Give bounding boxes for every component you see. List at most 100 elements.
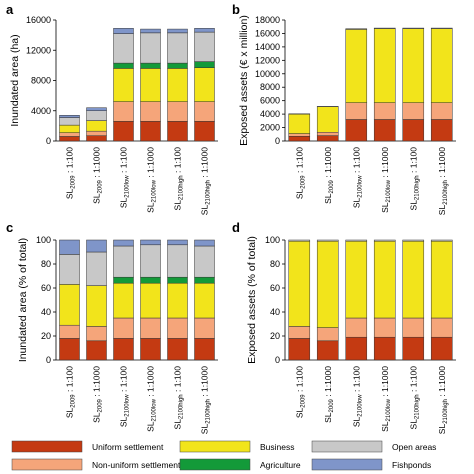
legend-item: Open areas xyxy=(311,440,436,453)
legend-swatch xyxy=(11,458,83,471)
category-label: SL2009 : 1:1000 xyxy=(323,366,335,423)
category-label: SL2100high : 1:100 xyxy=(408,366,420,430)
legend-swatch xyxy=(179,440,251,453)
y-tick-label: 16000 xyxy=(26,15,51,25)
bar-segment-uniform-settlement xyxy=(288,338,311,361)
bar-segment-business xyxy=(194,282,215,319)
bar-segment-fishponds xyxy=(194,239,215,247)
bar-segment-uniform-settlement xyxy=(59,338,80,361)
y-tick-label: 8000 xyxy=(260,82,280,92)
legend-item: Non-uniform settlement xyxy=(11,458,181,471)
bar-segment-fishponds xyxy=(59,115,80,118)
bar-segment-open-areas xyxy=(59,254,80,285)
legend-label: Fishponds xyxy=(392,460,431,470)
bar-segment-non-uniform-settlement xyxy=(113,317,134,339)
category-label: SL2100low : 1:1000 xyxy=(146,147,158,213)
bar-segment-non-uniform-settlement xyxy=(316,327,339,342)
bar-segment-non-uniform-settlement xyxy=(59,324,80,339)
category-label: SL2100low : 1:1000 xyxy=(380,366,392,432)
bar-segment-non-uniform-settlement xyxy=(402,102,425,120)
bar-segment-non-uniform-settlement xyxy=(194,317,215,339)
bar-segment-business xyxy=(59,124,80,133)
bar-segment-uniform-settlement xyxy=(140,338,161,361)
y-tick-label: 12000 xyxy=(255,55,280,65)
panel-a: a 0 4000 8000 12000 16000 Inundated area (ha) S… xyxy=(6,2,218,215)
bar-segment-uniform-settlement xyxy=(167,121,188,142)
bar-segment-open-areas xyxy=(167,32,188,64)
bar-segment-business xyxy=(430,28,453,103)
bar-segment-fishponds xyxy=(194,28,215,33)
bar-segment-agriculture xyxy=(167,276,188,284)
bar-segment-agriculture xyxy=(113,276,134,284)
bar-segment-non-uniform-settlement xyxy=(140,317,161,339)
y-tick-label: 0 xyxy=(46,355,51,365)
legend-item: Agriculture xyxy=(179,458,301,471)
bar-segment-open-areas xyxy=(113,33,134,64)
bar-segment-business xyxy=(113,282,134,319)
bar-segment-non-uniform-settlement xyxy=(373,102,396,120)
bar-segment-uniform-settlement xyxy=(430,336,453,361)
bar-segment-open-areas xyxy=(345,239,368,242)
category-label: SL2100high : 1:100 xyxy=(173,147,185,211)
bar-segment-agriculture xyxy=(194,276,215,284)
bar-segment-non-uniform-settlement xyxy=(316,132,339,136)
y-axis-label: Exposed assets (€ x million) xyxy=(238,15,250,146)
bar-segment-fishponds xyxy=(167,28,188,34)
legend-item: Fishponds xyxy=(311,458,431,471)
legend-swatch xyxy=(11,440,83,453)
bar-segment-open-areas xyxy=(59,117,80,126)
category-label: SL2100low : 1:100 xyxy=(119,366,131,427)
y-tick-label: 0 xyxy=(46,136,51,146)
y-tick-label: 12000 xyxy=(26,45,51,55)
bar-segment-non-uniform-settlement xyxy=(373,317,396,338)
bar-segment-uniform-settlement xyxy=(430,119,453,142)
bar-segment-uniform-settlement xyxy=(86,135,107,142)
category-label: SL2100low : 1:100 xyxy=(351,147,363,208)
bar-segment-business xyxy=(373,28,396,103)
bar-segment-uniform-settlement xyxy=(345,119,368,142)
bar-segment-non-uniform-settlement xyxy=(345,102,368,120)
bar-segment-uniform-settlement xyxy=(373,336,396,361)
y-tick-label: 80 xyxy=(270,259,280,269)
legend-swatch xyxy=(179,458,251,471)
category-label: SL2100high : 1:1000 xyxy=(200,366,212,434)
bar-segment-non-uniform-settlement xyxy=(430,317,453,338)
category-label: SL2100low : 1:100 xyxy=(351,366,363,427)
y-tick-label: 8000 xyxy=(31,76,51,86)
panel-d: d 0 20 40 60 80 100 Exposed assets (% of total)… xyxy=(232,220,456,434)
bar-segment-agriculture xyxy=(194,61,215,68)
panel-c: c 0 20 40 60 80 100 Inundated area (% of total)… xyxy=(6,220,218,434)
y-tick-label: 6000 xyxy=(260,96,280,106)
bar-segment-open-areas xyxy=(86,110,107,121)
category-label: SL2100high : 1:1000 xyxy=(200,147,212,215)
bar-segment-business xyxy=(402,28,425,103)
category-label: SL2009 : 1:100 xyxy=(65,147,77,199)
bar-segment-business xyxy=(140,68,161,102)
bar-segment-uniform-settlement xyxy=(345,336,368,361)
bar-segment-business xyxy=(194,67,215,102)
bar-segment-uniform-settlement xyxy=(167,338,188,361)
category-label: SL2100high : 1:1000 xyxy=(437,366,449,434)
category-label: SL2009 : 1:1000 xyxy=(92,366,104,423)
category-label: SL2100high : 1:100 xyxy=(408,147,420,211)
bar-segment-uniform-settlement xyxy=(402,119,425,142)
bar-segment-open-areas xyxy=(288,239,311,242)
bar-segment-open-areas xyxy=(113,245,134,278)
bar-segment-open-areas xyxy=(402,239,425,242)
y-tick-label: 4000 xyxy=(31,106,51,116)
y-axis-label: Exposed assets (% of total) xyxy=(246,236,258,364)
category-label: SL2009 : 1:1000 xyxy=(92,147,104,204)
bar-segment-business xyxy=(140,282,161,319)
bar-segment-business xyxy=(316,240,339,328)
bar-segment-non-uniform-settlement xyxy=(167,101,188,122)
bar-segment-non-uniform-settlement xyxy=(288,326,311,339)
panel-letter: c xyxy=(6,220,13,235)
legend-label: Uniform settlement xyxy=(92,442,164,452)
y-tick-label: 10000 xyxy=(255,69,280,79)
bar-segment-open-areas xyxy=(430,239,453,242)
bar-segment-uniform-settlement xyxy=(316,340,339,361)
bar-segment-non-uniform-settlement xyxy=(113,101,134,122)
bar-segment-uniform-settlement xyxy=(86,340,107,361)
y-tick-label: 100 xyxy=(265,235,280,245)
bar-segment-uniform-settlement xyxy=(288,136,311,142)
